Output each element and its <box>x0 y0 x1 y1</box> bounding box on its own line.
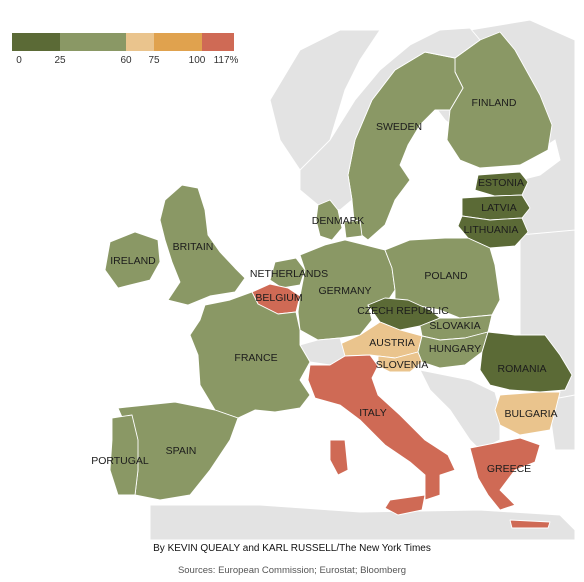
country-crete <box>509 519 551 529</box>
country-netherlands <box>269 257 306 289</box>
country-sicily <box>384 494 426 516</box>
legend-tick-1: 25 <box>54 55 66 66</box>
country-lithuania <box>457 215 529 249</box>
label-slovakia: SLOVAKIA <box>429 320 480 332</box>
label-france: FRANCE <box>234 352 277 364</box>
label-greece: GREECE <box>487 463 531 475</box>
label-bulgaria: BULGARIA <box>504 408 557 420</box>
country-slovenia <box>377 351 423 373</box>
country-greece <box>469 437 541 511</box>
country-sardinia <box>329 439 349 476</box>
country-germany <box>297 239 396 341</box>
label-slovenia: SLOVENIA <box>376 359 429 371</box>
label-estonia: ESTONIA <box>478 177 524 189</box>
label-romania: ROMANIA <box>497 363 546 375</box>
legend-swatch-3 <box>154 33 202 51</box>
label-britain: BRITAIN <box>173 241 214 253</box>
label-sweden: SWEDEN <box>376 121 422 133</box>
europe-map: FINLAND SWEDEN ESTONIA LATVIA LITHUANIA … <box>91 19 576 540</box>
country-portugal <box>109 414 139 496</box>
legend-tick-0: 0 <box>16 55 22 66</box>
legend-swatch-1 <box>60 33 126 51</box>
country-sweden <box>347 51 464 241</box>
legend-swatch-4 <box>202 33 234 51</box>
label-latvia: LATVIA <box>481 202 516 214</box>
label-austria: AUSTRIA <box>369 337 415 349</box>
country-bulgaria <box>494 391 561 436</box>
label-ireland: IRELAND <box>110 255 156 267</box>
label-germany: GERMANY <box>318 285 371 297</box>
label-portugal: PORTUGAL <box>91 455 149 467</box>
legend-tick-2: 60 <box>120 55 132 66</box>
label-lithuania: LITHUANIA <box>464 224 519 236</box>
legend-swatch-0 <box>12 33 60 51</box>
label-hungary: HUNGARY <box>429 343 481 355</box>
legend-swatch-2 <box>126 33 154 51</box>
label-poland: POLAND <box>424 270 468 282</box>
country-britain <box>159 184 246 306</box>
legend-tick-4: 100 <box>188 55 206 66</box>
label-italy: ITALY <box>359 407 387 419</box>
sources-note: Sources: European Commission; Eurostat; … <box>177 565 407 576</box>
byline: By KEVIN QUEALY and KARL RUSSELL/The New… <box>153 543 431 554</box>
label-czech-republic: CZECH REPUBLIC <box>357 305 449 317</box>
country-romania <box>479 331 573 393</box>
label-netherlands: NETHERLANDS <box>250 268 328 280</box>
eu-countries <box>104 27 573 529</box>
map-legend: 0 25 60 75 100 117% <box>12 33 238 69</box>
label-spain: SPAIN <box>166 445 197 457</box>
label-denmark: DENMARK <box>312 215 365 227</box>
country-france <box>189 291 311 419</box>
country-ireland <box>104 231 161 289</box>
country-italy <box>307 354 456 501</box>
legend-tick-5: 117% <box>213 55 239 66</box>
country-norway <box>299 27 481 211</box>
legend-tick-3: 75 <box>148 55 160 66</box>
country-labels: FINLAND SWEDEN ESTONIA LATVIA LITHUANIA … <box>91 97 557 475</box>
country-denmark <box>315 199 363 241</box>
label-belgium: BELGIUM <box>255 292 302 304</box>
label-finland: FINLAND <box>472 97 517 109</box>
